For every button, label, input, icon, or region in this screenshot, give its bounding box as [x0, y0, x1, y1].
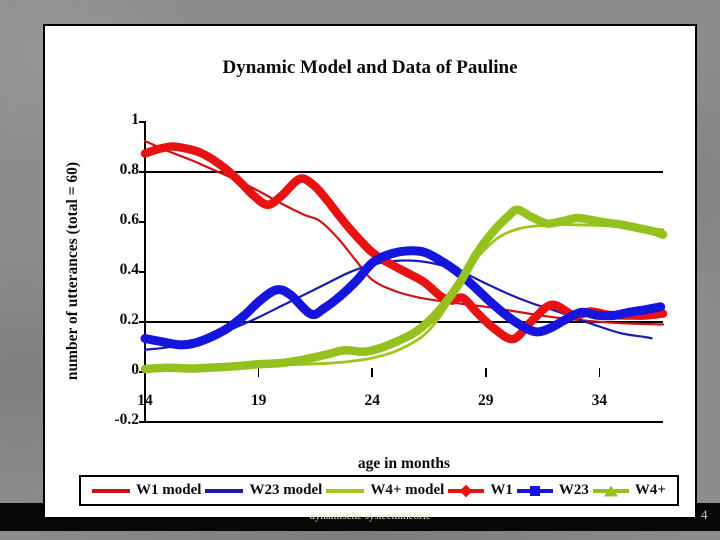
- series-w4-model: [143, 223, 665, 370]
- x-axis-bottom-line: [144, 421, 663, 423]
- series-w23: [140, 246, 666, 350]
- y-tickmark: [139, 371, 145, 373]
- legend-label: W4+ model: [370, 482, 445, 498]
- x-tickmark: [485, 368, 487, 377]
- y-tick-label: 0.4: [119, 261, 139, 278]
- x-tickmark: [598, 368, 601, 377]
- y-tickmark: [139, 221, 145, 223]
- y-tickmark: [139, 271, 145, 273]
- y-tickmark: [139, 421, 145, 423]
- h-gridline: [145, 321, 663, 323]
- y-tick-label: 0.2: [119, 311, 139, 328]
- slide-page-number: 4: [701, 507, 708, 522]
- chart-title: Dynamic Model and Data of Pauline: [222, 57, 518, 78]
- series-w1: [140, 142, 668, 344]
- legend-label: W4+: [634, 482, 666, 498]
- legend-item-w4-model: W4+ model: [326, 482, 444, 499]
- y-tickmark: [139, 121, 145, 123]
- legend-item-w23: W23: [516, 482, 589, 499]
- chart-area: 1 0.8 0.6 0.4 0.2 0 -0.2 14 19 24 29 34: [45, 26, 695, 517]
- x-tick-label: 14: [137, 392, 153, 409]
- slide: Dynamic Model and Data of Pauline number…: [43, 24, 697, 522]
- legend-marker-swatch: [448, 484, 485, 498]
- legend-label: W1 model: [136, 482, 202, 498]
- series-w1-model: [143, 139, 665, 326]
- x-axis-title: age in months: [357, 455, 451, 472]
- diamond-marker-icon: [459, 484, 473, 497]
- legend-item-w23-model: W23 model: [205, 482, 322, 499]
- x-tickmark: [257, 368, 260, 377]
- chart-legend: W1 model W23 model W4+ model W1 W23 W4+: [79, 475, 679, 506]
- y-tickmark: [139, 321, 145, 323]
- y-tick-label: 0.8: [119, 161, 139, 178]
- y-tickmark: [139, 171, 145, 173]
- legend-item-w1: W1: [448, 482, 513, 499]
- slide-footer-text: dynamische systeemtheorie: [309, 510, 431, 522]
- legend-label: W23: [558, 482, 589, 498]
- x-tick-label: 19: [250, 392, 267, 409]
- legend-line-swatch: [92, 488, 130, 493]
- square-marker-icon: [529, 485, 540, 496]
- y-tick-label: 0.6: [119, 211, 139, 228]
- x-tick-label: 29: [478, 392, 494, 409]
- y-tick-label: 0: [131, 361, 139, 378]
- legend-line-swatch: [326, 488, 365, 493]
- x-tick-label: 34: [591, 392, 608, 409]
- triangle-marker-icon: [603, 485, 618, 496]
- x-tick-label: 24: [364, 392, 380, 409]
- series-w4-: [140, 205, 668, 374]
- legend-marker-swatch: [516, 484, 553, 498]
- legend-item-w4-: W4+: [592, 482, 666, 499]
- legend-marker-swatch: [592, 484, 629, 498]
- legend-item-w1-model: W1 model: [92, 482, 201, 499]
- legend-label: W1: [490, 482, 513, 498]
- legend-line-swatch: [205, 488, 244, 493]
- y-tick-label: 1: [131, 111, 139, 128]
- legend-label: W23 model: [249, 482, 323, 498]
- x-tickmark: [371, 368, 373, 377]
- h-gridline: [145, 171, 663, 173]
- series-w23-model: [143, 259, 653, 351]
- y-tick-label: -0.2: [114, 411, 139, 428]
